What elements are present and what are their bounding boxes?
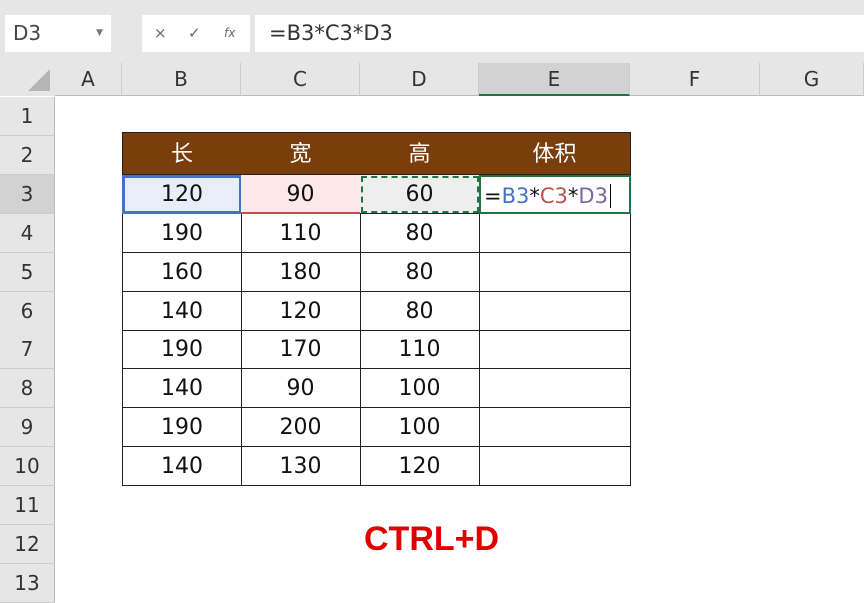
header-cell-C[interactable]: 宽 xyxy=(241,131,361,175)
cell-value: 170 xyxy=(279,337,322,363)
cell-E10[interactable] xyxy=(479,447,631,487)
check-icon[interactable]: ✓ xyxy=(188,24,201,42)
cell-value: 90 xyxy=(286,181,315,207)
header-cell-D[interactable]: 高 xyxy=(360,131,480,175)
column-header-D[interactable]: D xyxy=(360,63,479,96)
row-header-8[interactable]: 8 xyxy=(0,369,55,409)
ref-b3: B3 xyxy=(501,183,530,208)
cell-E9[interactable] xyxy=(479,408,631,448)
cell-B5[interactable]: 160 xyxy=(122,252,242,292)
cell-value: 190 xyxy=(161,337,203,363)
row-header-9[interactable]: 9 xyxy=(0,408,55,448)
cell-C7[interactable]: 170 xyxy=(241,330,361,370)
name-box[interactable]: D3 ▼ xyxy=(5,15,111,52)
column-header-G[interactable]: G xyxy=(760,63,864,96)
cell-E4[interactable] xyxy=(479,213,631,253)
cell-D5[interactable]: 80 xyxy=(360,252,480,292)
cell-C9[interactable]: 200 xyxy=(241,408,361,448)
column-header-E[interactable]: E xyxy=(479,63,630,96)
shortcut-caption: CTRL+D xyxy=(364,520,500,558)
cell-D3[interactable]: 60 xyxy=(360,174,480,214)
cell-C6[interactable]: 120 xyxy=(241,291,361,331)
cell-value: 200 xyxy=(279,415,322,441)
cell-value: 190 xyxy=(161,220,203,246)
formula-eq: = xyxy=(484,183,502,208)
cell-C4[interactable]: 110 xyxy=(241,213,361,253)
cell-C5[interactable]: 180 xyxy=(241,252,361,292)
cell-value: 160 xyxy=(161,259,203,285)
cell-E7[interactable] xyxy=(479,330,631,370)
select-all-button[interactable] xyxy=(0,63,55,96)
cell-B8[interactable]: 140 xyxy=(122,369,242,409)
fx-icon[interactable]: fx xyxy=(224,26,236,40)
cell-D6[interactable]: 80 xyxy=(360,291,480,331)
column-header-B[interactable]: B xyxy=(122,63,241,96)
ref-d3: D3 xyxy=(578,183,608,208)
cell-value: 180 xyxy=(279,259,322,285)
row-header-13[interactable]: 13 xyxy=(0,563,55,603)
ref-c3: C3 xyxy=(539,183,568,208)
cell-value: 130 xyxy=(279,454,322,480)
cell-C8[interactable]: 90 xyxy=(241,369,361,409)
cell-value: 100 xyxy=(398,376,441,402)
cell-B3[interactable]: 120 xyxy=(122,174,242,214)
cell-D7[interactable]: 110 xyxy=(360,330,480,370)
cell-value: 110 xyxy=(398,337,441,363)
cell-value: 140 xyxy=(161,298,203,324)
cell-B9[interactable]: 190 xyxy=(122,408,242,448)
cell-E3[interactable]: =B3*C3*D3 xyxy=(479,174,631,216)
cell-E6[interactable] xyxy=(479,291,631,331)
cell-value: 80 xyxy=(405,259,434,285)
cell-B7[interactable]: 190 xyxy=(122,330,242,370)
row-header-12[interactable]: 12 xyxy=(0,524,55,564)
row-header-10[interactable]: 10 xyxy=(0,447,55,487)
row-header-7[interactable]: 7 xyxy=(0,330,55,370)
row-header-6[interactable]: 6 xyxy=(0,291,55,331)
cell-value: 190 xyxy=(161,415,203,441)
formula-buttons: × ✓ fx xyxy=(142,15,250,52)
formula-input[interactable]: =B3*C3*D3 xyxy=(255,15,864,52)
cell-value: 110 xyxy=(279,220,322,246)
column-header-A[interactable]: A xyxy=(55,63,122,96)
cell-B10[interactable]: 140 xyxy=(122,447,242,487)
cell-value: 80 xyxy=(405,298,434,324)
row-header-1[interactable]: 1 xyxy=(0,97,55,136)
row-header-3[interactable]: 3 xyxy=(0,174,55,214)
cell-C3[interactable]: 90 xyxy=(241,174,361,214)
cell-E8[interactable] xyxy=(479,369,631,409)
cell-D8[interactable]: 100 xyxy=(360,369,480,409)
row-header-5[interactable]: 5 xyxy=(0,252,55,292)
cell-value: 100 xyxy=(398,415,441,441)
column-header-F[interactable]: F xyxy=(630,63,760,96)
op: * xyxy=(529,183,540,208)
header-cell-E[interactable]: 体积 xyxy=(479,131,631,175)
cancel-icon[interactable]: × xyxy=(154,24,167,42)
cell-value: 140 xyxy=(161,376,203,402)
op: * xyxy=(567,183,579,208)
cell-B4[interactable]: 190 xyxy=(122,213,242,253)
row-header-11[interactable]: 11 xyxy=(0,486,55,525)
cell-C10[interactable]: 130 xyxy=(241,447,361,487)
cell-value: 60 xyxy=(405,181,434,207)
cell-D9[interactable]: 100 xyxy=(360,408,480,448)
cell-value: 120 xyxy=(279,298,322,324)
cell-value: 140 xyxy=(161,454,203,480)
row-header-4[interactable]: 4 xyxy=(0,213,55,253)
text-cursor xyxy=(609,183,611,208)
cell-E5[interactable] xyxy=(479,252,631,292)
name-box-value: D3 xyxy=(13,21,42,45)
chevron-down-icon[interactable]: ▼ xyxy=(96,28,103,38)
column-header-C[interactable]: C xyxy=(241,63,360,96)
cell-value: 80 xyxy=(405,220,434,246)
cell-value: 120 xyxy=(161,181,203,207)
cell-D4[interactable]: 80 xyxy=(360,213,480,253)
cell-value: 90 xyxy=(286,376,315,402)
header-cell-B[interactable]: 长 xyxy=(122,131,242,175)
cell-value: 120 xyxy=(398,454,441,480)
edit-formula[interactable]: =B3*C3*D3 xyxy=(484,177,611,216)
cell-D10[interactable]: 120 xyxy=(360,447,480,487)
row-header-2[interactable]: 2 xyxy=(0,135,55,175)
cell-B6[interactable]: 140 xyxy=(122,291,242,331)
